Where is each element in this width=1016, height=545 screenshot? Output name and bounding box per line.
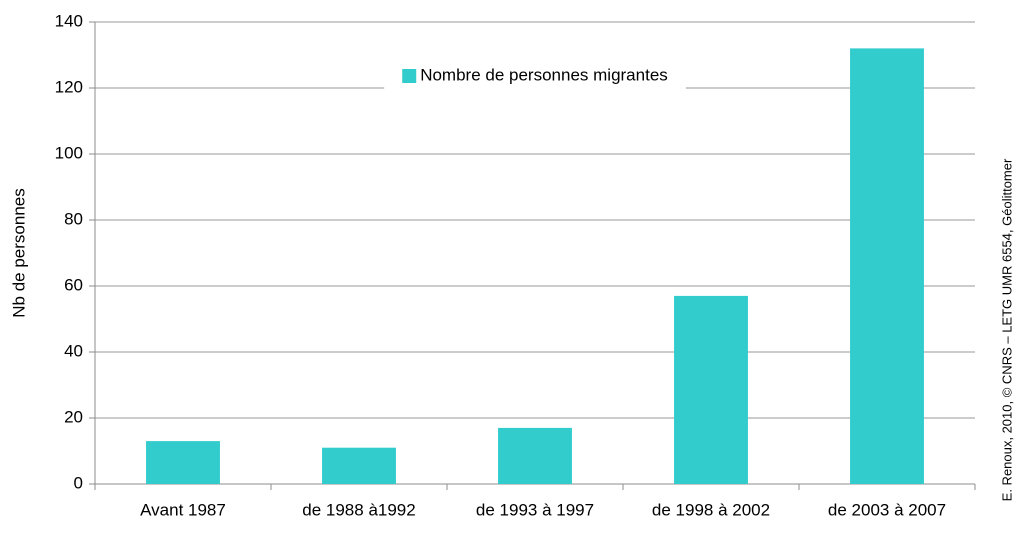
y-axis-label: Nb de personnes bbox=[9, 188, 28, 317]
bar bbox=[322, 447, 396, 484]
x-tick-label: Avant 1987 bbox=[140, 500, 226, 519]
legend-label: Nombre de personnes migrantes bbox=[420, 65, 668, 84]
y-tick-label: 40 bbox=[64, 341, 83, 360]
y-tick-label: 100 bbox=[55, 143, 83, 162]
legend-background bbox=[384, 62, 686, 90]
y-tick-label: 120 bbox=[55, 77, 83, 96]
bar bbox=[850, 48, 924, 485]
x-tick-label: de 1988 à1992 bbox=[302, 500, 415, 519]
y-tick-label: 140 bbox=[55, 11, 83, 30]
y-tick-label: 0 bbox=[74, 473, 83, 492]
x-tick-label: de 1998 à 2002 bbox=[652, 500, 770, 519]
bar bbox=[498, 427, 572, 484]
y-tick-label: 20 bbox=[64, 407, 83, 426]
bar bbox=[146, 441, 220, 484]
x-tick-label: de 2003 à 2007 bbox=[828, 500, 946, 519]
y-tick-label: 80 bbox=[64, 209, 83, 228]
y-tick-label: 60 bbox=[64, 275, 83, 294]
bar bbox=[674, 295, 748, 484]
x-tick-label: de 1993 à 1997 bbox=[476, 500, 594, 519]
credit: E. Renoux, 2010, © CNRS – LETG UMR 6554,… bbox=[999, 158, 1014, 501]
legend-swatch bbox=[402, 69, 417, 83]
